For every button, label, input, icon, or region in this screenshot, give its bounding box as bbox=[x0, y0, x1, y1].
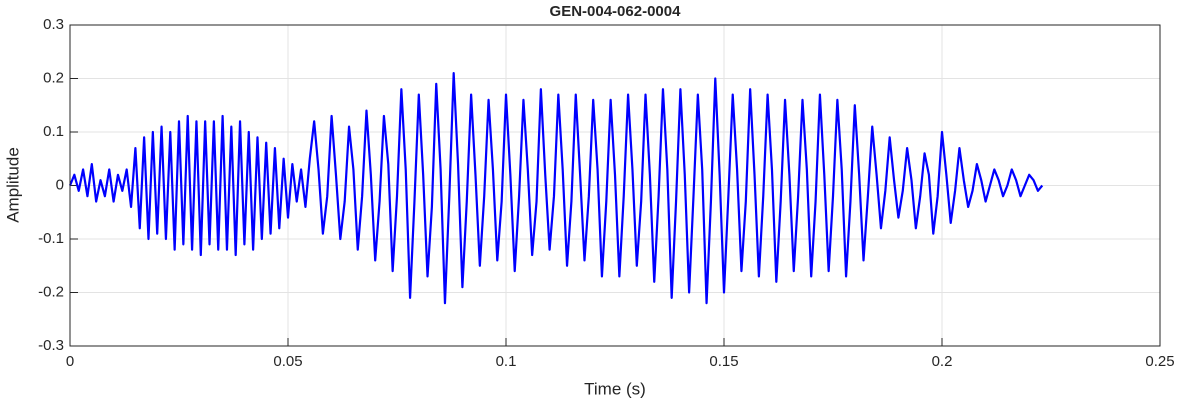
y-tick-label: 0.2 bbox=[43, 69, 64, 86]
y-tick-label: -0.2 bbox=[38, 283, 64, 300]
x-tick-label: 0.1 bbox=[496, 353, 517, 370]
y-tick-label: -0.3 bbox=[38, 337, 64, 354]
x-tick-label: 0.2 bbox=[932, 353, 953, 370]
x-tick-label: 0.05 bbox=[273, 353, 302, 370]
y-tick-label: -0.1 bbox=[38, 230, 64, 247]
x-tick-label: 0.15 bbox=[709, 353, 738, 370]
chart-title: GEN-004-062-0004 bbox=[550, 3, 682, 20]
waveform bbox=[68, 72, 1044, 305]
x-tick-label: 0 bbox=[66, 353, 74, 370]
x-tick-label: 0.25 bbox=[1145, 353, 1174, 370]
plot-frame bbox=[69, 24, 1161, 347]
y-tick-label: 0 bbox=[56, 176, 64, 193]
y-axis-label: Amplitude bbox=[3, 147, 22, 223]
y-tick-label: 0.3 bbox=[43, 16, 64, 33]
x-axis-label: Time (s) bbox=[584, 379, 646, 398]
y-tick-label: 0.1 bbox=[43, 123, 64, 140]
